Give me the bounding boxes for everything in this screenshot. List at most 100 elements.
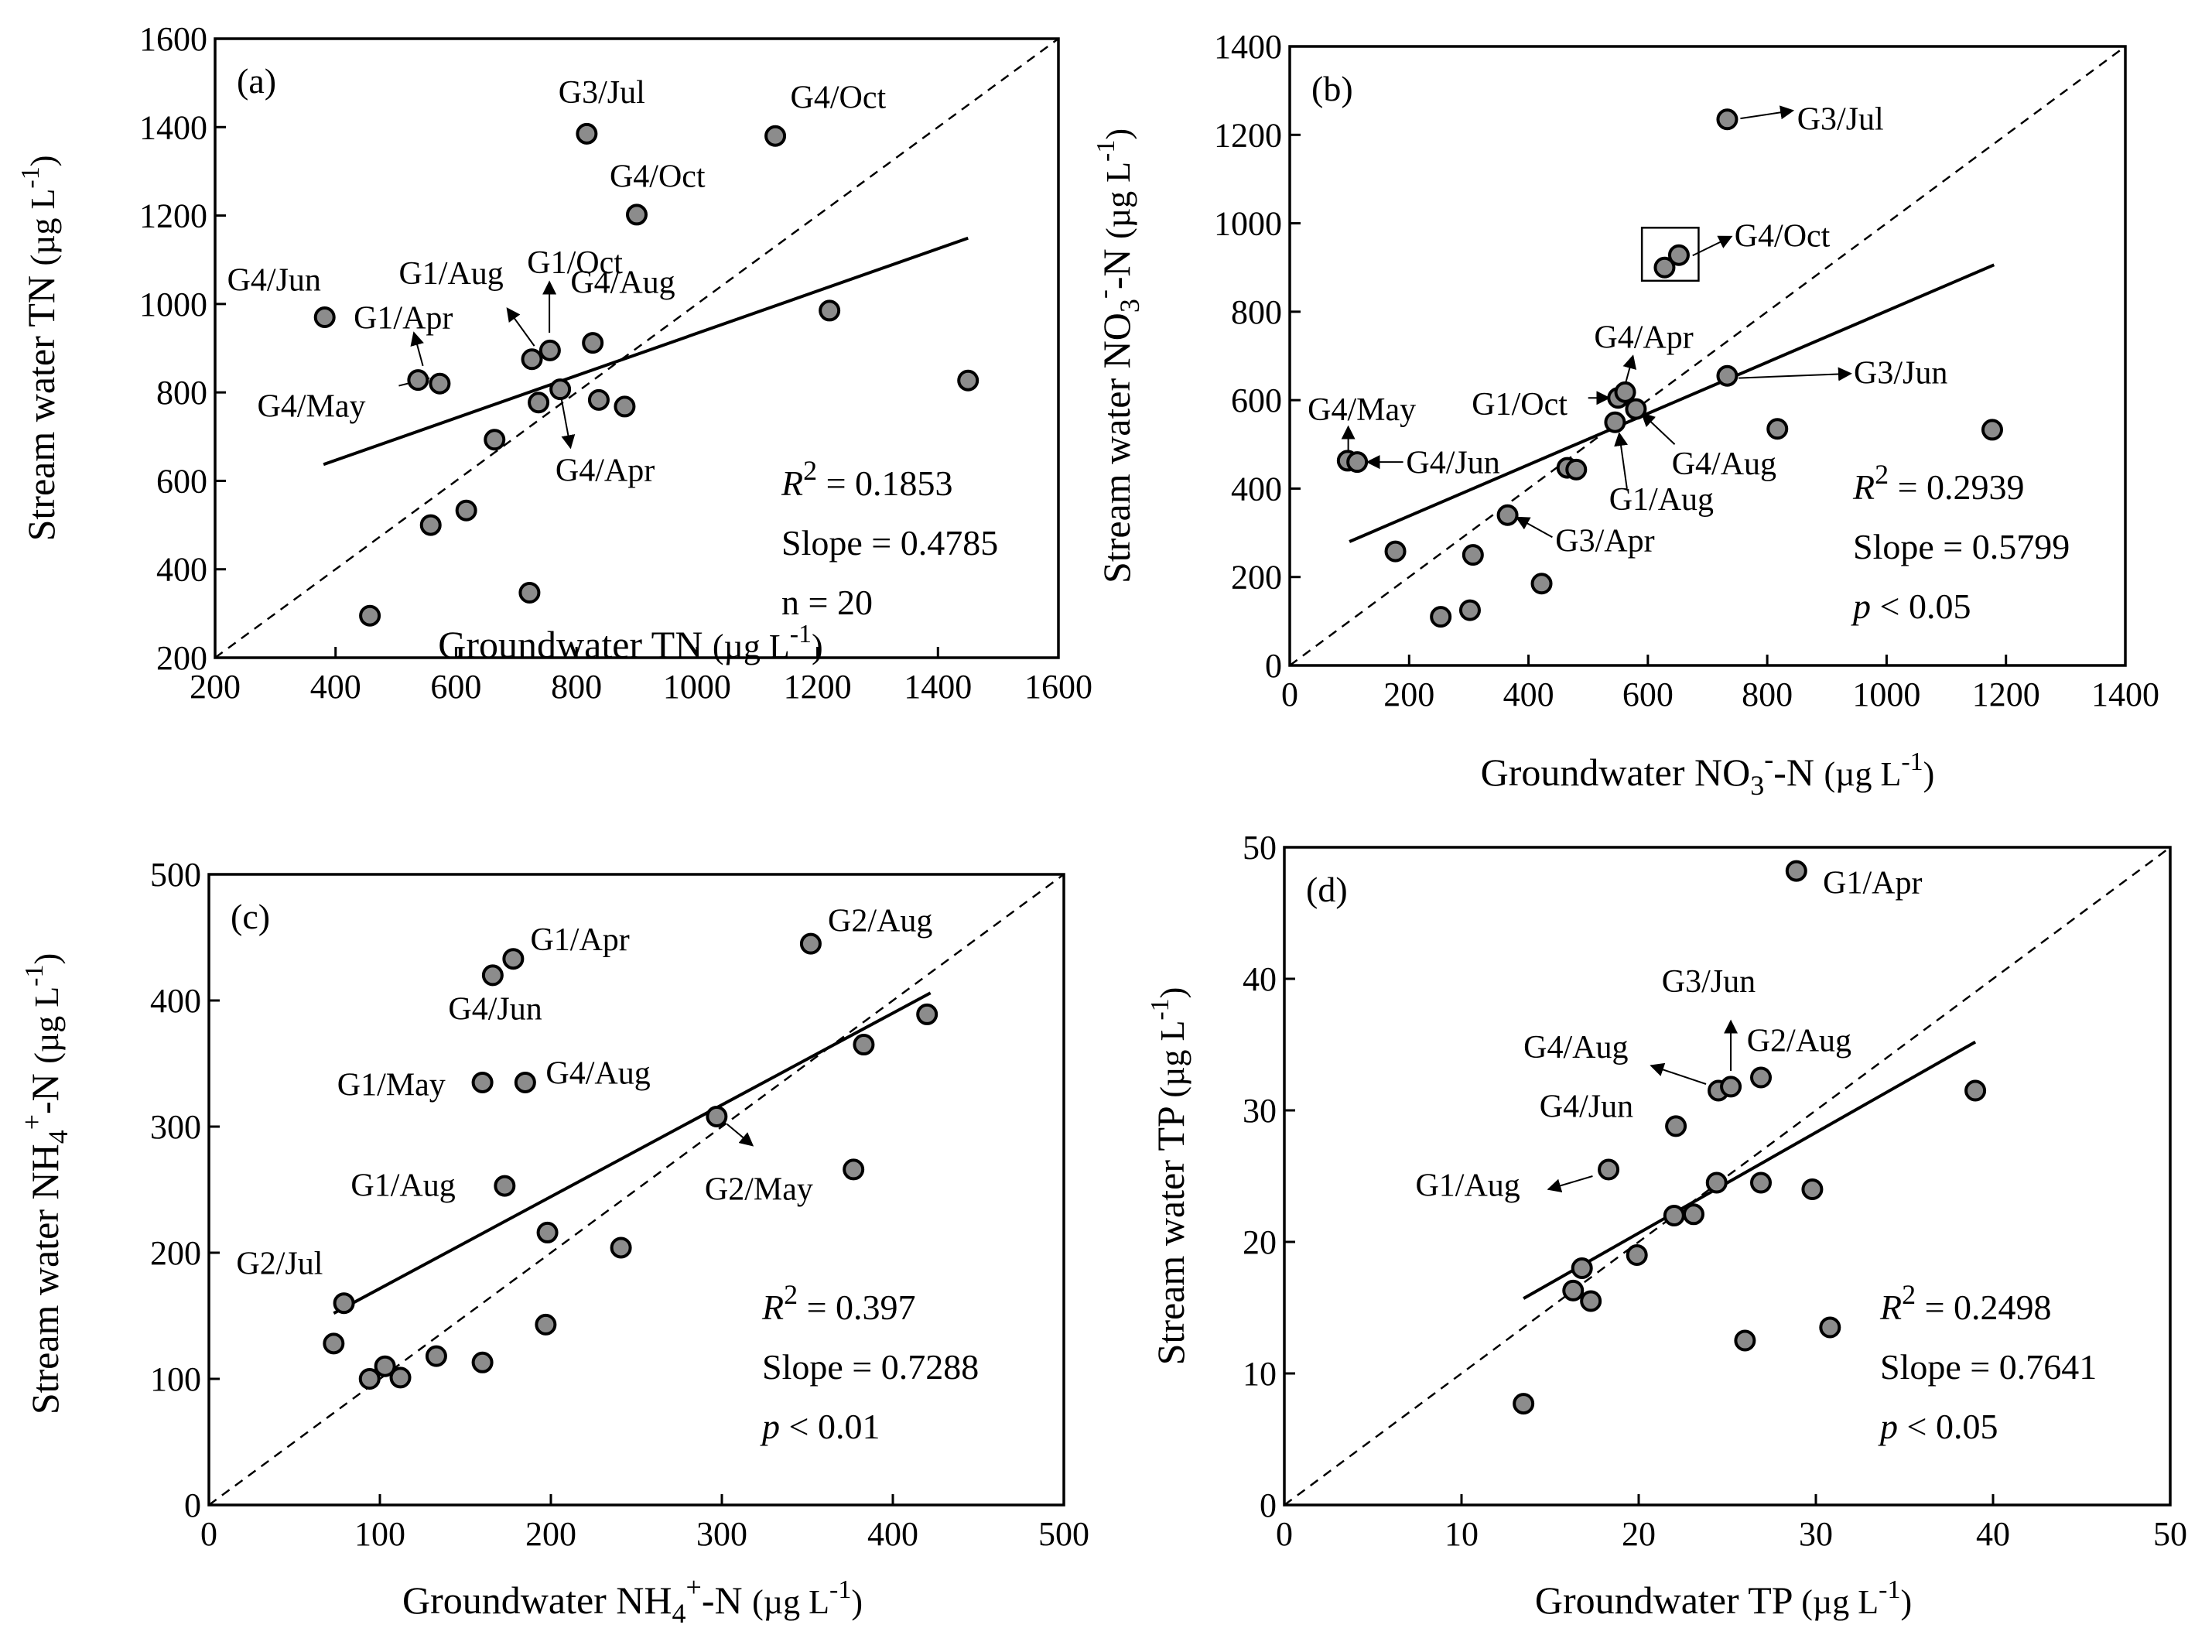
data-point xyxy=(535,1313,557,1336)
y-tick-label: 300 xyxy=(150,1108,201,1146)
point-label: G1/Oct xyxy=(1472,387,1568,422)
data-point xyxy=(549,378,572,401)
regression-line xyxy=(1349,263,1995,543)
x-tick-label: 400 xyxy=(867,1515,918,1553)
point-label: G1/Aug xyxy=(1415,1168,1520,1204)
x-tick-label: 200 xyxy=(1383,676,1434,713)
data-point xyxy=(1346,451,1369,474)
data-point xyxy=(538,339,561,361)
one-to-one-line xyxy=(1290,46,2125,665)
data-point xyxy=(1785,860,1807,882)
data-point xyxy=(582,332,604,354)
data-point xyxy=(484,429,506,451)
x-tick-label: 0 xyxy=(1281,676,1298,713)
plot-frame xyxy=(1283,846,2172,1507)
point-label: G1/Apr xyxy=(530,922,629,958)
panel-label: (d) xyxy=(1306,870,1348,909)
point-label: G2/Aug xyxy=(1747,1024,1851,1059)
stat-slope: Slope = 0.7641 xyxy=(1880,1347,2097,1387)
y-tick-label: 1200 xyxy=(1214,116,1282,154)
panel-label: (b) xyxy=(1311,69,1353,108)
x-tick-label: 1200 xyxy=(784,668,852,706)
highlight-box xyxy=(1640,227,1700,282)
y-tick-label: 20 xyxy=(1243,1223,1277,1261)
x-tick-label: 500 xyxy=(1038,1515,1089,1553)
data-point xyxy=(1530,573,1553,595)
annotation-arrow xyxy=(726,1123,754,1147)
data-point xyxy=(455,499,477,522)
regression-line xyxy=(333,991,932,1315)
data-point xyxy=(1981,419,2003,441)
point-label: G1/May xyxy=(337,1067,446,1103)
data-point xyxy=(614,395,636,418)
plot-frame xyxy=(207,873,1065,1507)
data-point xyxy=(1705,1171,1728,1194)
data-point xyxy=(1565,458,1588,481)
y-tick-label: 200 xyxy=(150,1234,201,1272)
data-point xyxy=(576,122,598,145)
stat-extra: p < 0.05 xyxy=(1851,587,1971,626)
data-point xyxy=(1716,364,1738,387)
y-tick-label: 500 xyxy=(150,856,201,894)
x-tick-label: 1000 xyxy=(663,668,731,706)
point-label: G3/Jun xyxy=(1662,964,1756,1000)
data-point xyxy=(333,1292,355,1315)
y-tick-label: 800 xyxy=(156,374,207,412)
y-tick-label: 1000 xyxy=(139,286,207,323)
x-tick-label: 50 xyxy=(2153,1515,2187,1553)
data-point xyxy=(1682,1203,1704,1226)
panel-label: (c) xyxy=(231,897,270,936)
y-tick-label: 100 xyxy=(150,1360,201,1398)
data-point xyxy=(853,1034,875,1056)
x-tick-label: 1200 xyxy=(1972,676,2040,713)
data-point xyxy=(429,372,451,395)
point-label: G3/Jul xyxy=(559,75,645,111)
x-tick-label: 800 xyxy=(1742,676,1793,713)
data-point xyxy=(1626,1244,1648,1266)
data-point xyxy=(323,1332,345,1355)
x-tick-label: 1600 xyxy=(1024,668,1092,706)
x-tick-label: 300 xyxy=(696,1515,747,1553)
point-label: G4/Jun xyxy=(1406,445,1499,481)
y-tick-label: 30 xyxy=(1243,1092,1277,1130)
data-point xyxy=(1750,1171,1773,1194)
y-tick-label: 400 xyxy=(150,982,201,1020)
x-axis-title: Groundwater TN (µg L-1) xyxy=(438,620,822,666)
y-tick-label: 200 xyxy=(156,639,207,677)
x-tick-label: 1400 xyxy=(2091,676,2159,713)
x-tick-label: 0 xyxy=(1276,1515,1293,1553)
stat-extra: p < 0.05 xyxy=(1878,1407,1998,1446)
y-tick-label: 800 xyxy=(1231,293,1282,331)
x-tick-label: 400 xyxy=(310,668,361,706)
y-axis-title: Stream water TP (µg L-1) xyxy=(1146,987,1192,1366)
data-point xyxy=(799,932,822,955)
point-label: G4/Jun xyxy=(1540,1089,1633,1125)
data-point xyxy=(1734,1329,1756,1352)
point-label: G1/Oct xyxy=(527,245,623,281)
y-tick-label: 600 xyxy=(156,462,207,500)
point-label: G1/Aug xyxy=(350,1168,455,1204)
y-tick-label: 200 xyxy=(1231,559,1282,597)
x-tick-label: 0 xyxy=(200,1515,217,1553)
x-tick-label: 30 xyxy=(1799,1515,1833,1553)
panel-d: G1/Apr G3/Jun G2/Aug G4/Aug G4/Jun G1/Aug 0 10 2… xyxy=(1146,829,2187,1622)
x-tick-label: 200 xyxy=(525,1515,576,1553)
data-point xyxy=(1716,108,1738,131)
point-label: G1/Apr xyxy=(1823,866,1922,901)
data-point xyxy=(1458,599,1481,621)
x-tick-label: 800 xyxy=(551,668,602,706)
panel-b: G3/Jul G4/Oct G4/Apr G4/May G1/Oct G3/Jun G4/J… xyxy=(1088,28,2159,801)
data-point xyxy=(1614,381,1636,403)
data-point xyxy=(1667,244,1690,266)
annotation-arrow xyxy=(560,398,576,450)
point-label: G1/Aug xyxy=(398,256,503,292)
data-point xyxy=(626,204,648,226)
x-tick-label: 600 xyxy=(1622,676,1674,713)
data-point xyxy=(957,369,980,392)
data-point xyxy=(1604,411,1626,433)
annotation-arrow xyxy=(410,331,424,367)
data-point xyxy=(916,1003,938,1025)
point-label: G4/Aug xyxy=(1523,1030,1628,1065)
point-label: G2/Aug xyxy=(828,903,932,939)
point-label: G3/Jul xyxy=(1797,101,1884,137)
